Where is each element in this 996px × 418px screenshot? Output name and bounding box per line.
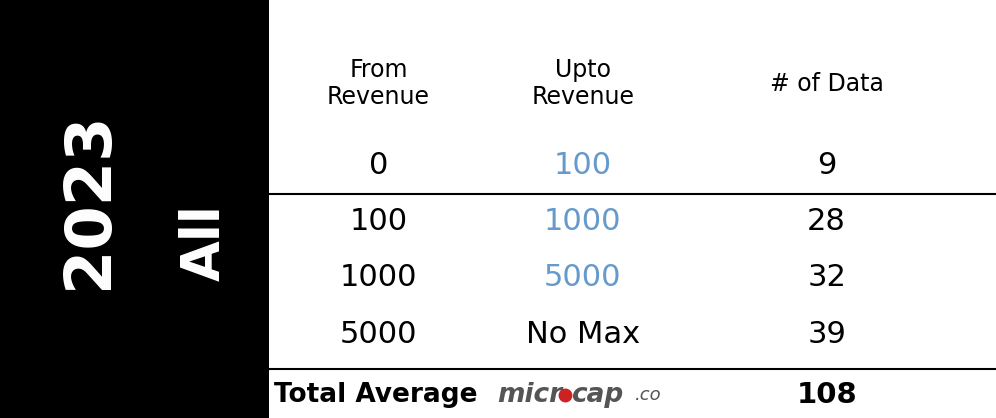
Text: 39: 39 [807, 320, 847, 349]
Text: Upto
Revenue: Upto Revenue [531, 58, 634, 110]
Text: 108: 108 [797, 381, 857, 409]
Text: 28: 28 [807, 207, 847, 236]
Text: 32: 32 [807, 263, 847, 293]
Text: 5000: 5000 [340, 320, 417, 349]
Text: cap: cap [571, 382, 622, 408]
Text: From
Revenue: From Revenue [327, 58, 430, 110]
Text: 1000: 1000 [544, 207, 622, 236]
Text: 9: 9 [817, 150, 837, 180]
Text: # of Data: # of Data [770, 71, 883, 96]
Text: No Max: No Max [526, 320, 639, 349]
Text: micr: micr [498, 382, 563, 408]
Text: 5000: 5000 [544, 263, 622, 293]
Text: Total Average: Total Average [274, 382, 477, 408]
Text: 100: 100 [554, 150, 612, 180]
Bar [0, 0, 269, 418]
Text: 2023: 2023 [58, 112, 120, 289]
Text: .co: .co [635, 386, 662, 404]
Text: All: All [178, 204, 230, 281]
Text: 100: 100 [350, 207, 407, 236]
Text: 1000: 1000 [340, 263, 417, 293]
Text: 0: 0 [369, 150, 388, 180]
